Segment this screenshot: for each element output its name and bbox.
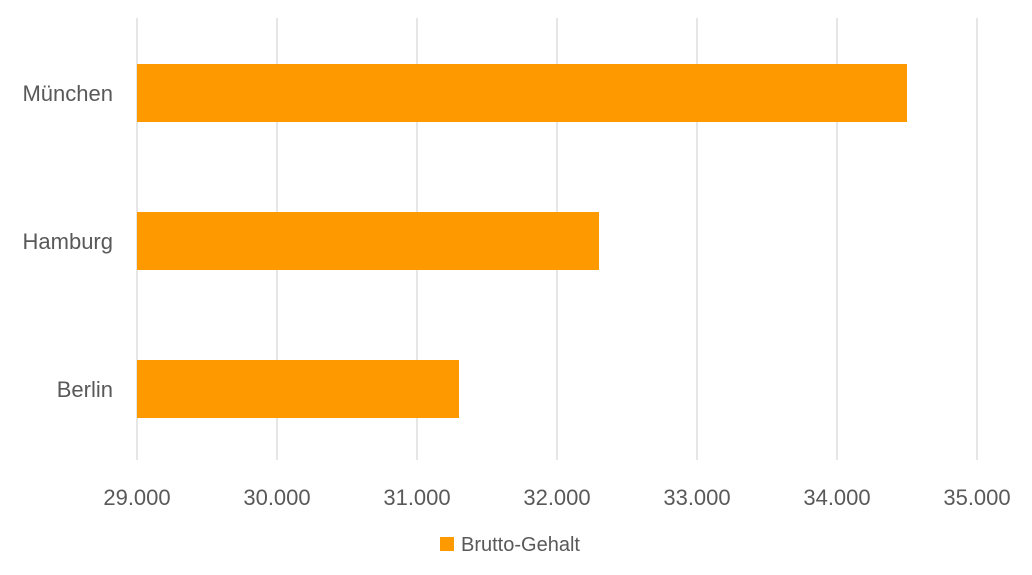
x-tick-label: 33.000 <box>663 485 730 510</box>
bars <box>137 64 907 418</box>
x-axis-tick-labels: 29.000 30.000 31.000 32.000 33.000 34.000 35.0… <box>103 485 1010 510</box>
category-label: München <box>22 81 113 106</box>
x-tick-label: 35.000 <box>943 485 1010 510</box>
legend-label: Brutto-Gehalt <box>461 534 580 556</box>
x-tick-label: 31.000 <box>383 485 450 510</box>
legend: Brutto-Gehalt <box>440 534 580 556</box>
bar <box>137 212 599 270</box>
category-labels: München Hamburg Berlin <box>22 81 113 402</box>
bar <box>137 64 907 122</box>
legend-swatch <box>440 537 454 551</box>
x-tick-label: 29.000 <box>103 485 170 510</box>
category-label: Hamburg <box>23 229 113 254</box>
x-tick-label: 30.000 <box>243 485 310 510</box>
x-tick-label: 34.000 <box>803 485 870 510</box>
x-tick-label: 32.000 <box>523 485 590 510</box>
bar <box>137 360 459 418</box>
category-label: Berlin <box>57 377 113 402</box>
